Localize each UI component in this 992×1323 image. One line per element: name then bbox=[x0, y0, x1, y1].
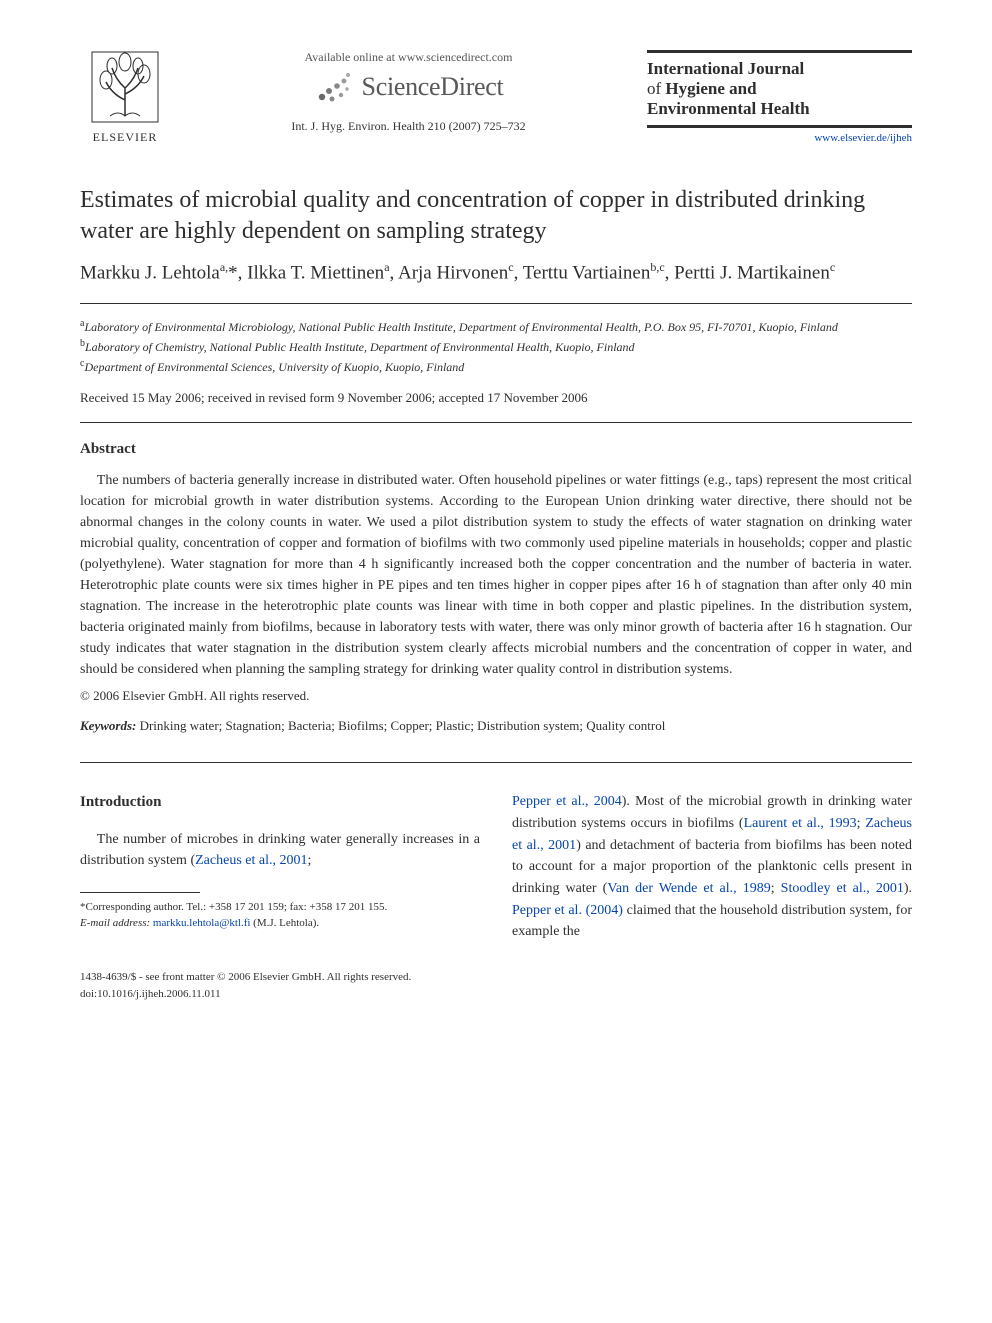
intro-para-right: Pepper et al., 2004). Most of the microb… bbox=[512, 791, 912, 943]
citation-link[interactable]: Pepper et al. (2004) bbox=[512, 903, 623, 918]
citation-link[interactable]: Stoodley et al., 2001 bbox=[781, 881, 904, 896]
doi-line: doi:10.1016/j.ijheh.2006.11.011 bbox=[80, 986, 912, 1003]
sciencedirect-name: ScienceDirect bbox=[362, 72, 504, 102]
corresponding-email-line: E-mail address: markku.lehtola@ktl.fi (M… bbox=[80, 915, 480, 932]
abstract-text: The numbers of bacteria generally increa… bbox=[80, 470, 912, 680]
corresponding-tel-fax: *Corresponding author. Tel.: +358 17 201… bbox=[80, 899, 480, 916]
footnote-separator bbox=[80, 892, 200, 893]
introduction-heading: Introduction bbox=[80, 791, 480, 814]
issn-line: 1438-4639/$ - see front matter © 2006 El… bbox=[80, 969, 912, 986]
affiliations-block: aLaboratory of Environmental Microbiolog… bbox=[80, 316, 912, 376]
keywords-label: Keywords: bbox=[80, 718, 136, 733]
citation-text: Int. J. Hyg. Environ. Health 210 (2007) … bbox=[182, 119, 635, 134]
corresponding-author-footnote: *Corresponding author. Tel.: +358 17 201… bbox=[80, 899, 480, 932]
rule-below-keywords bbox=[80, 762, 912, 763]
citation-link[interactable]: Van der Wende et al., 1989 bbox=[607, 881, 770, 896]
journal-url-link[interactable]: www.elsevier.de/ijheh bbox=[647, 132, 912, 144]
publisher-logo: ELSEVIER bbox=[80, 50, 170, 145]
article-dates: Received 15 May 2006; received in revise… bbox=[80, 390, 912, 406]
journal-line-3: Environmental Health bbox=[647, 99, 912, 128]
elsevier-tree-icon bbox=[90, 50, 160, 124]
sciencedirect-logo: ScienceDirect bbox=[182, 69, 635, 105]
sciencedirect-swirl-icon bbox=[314, 69, 354, 105]
journal-line-1: International Journal bbox=[647, 59, 912, 79]
email-link[interactable]: markku.lehtola@ktl.fi bbox=[153, 917, 251, 929]
page-header: ELSEVIER Available online at www.science… bbox=[80, 50, 912, 145]
footer-metadata: 1438-4639/$ - see front matter © 2006 El… bbox=[80, 969, 912, 1002]
citation-link[interactable]: Zacheus et al., 2001 bbox=[195, 853, 307, 868]
right-column: Pepper et al., 2004). Most of the microb… bbox=[512, 791, 912, 943]
journal-title-box: International Journal of Hygiene and Env… bbox=[647, 50, 912, 144]
keywords-text: Drinking water; Stagnation; Bacteria; Bi… bbox=[140, 718, 666, 733]
available-online-text: Available online at www.sciencedirect.co… bbox=[182, 50, 635, 65]
header-center: Available online at www.sciencedirect.co… bbox=[170, 50, 647, 134]
abstract-heading: Abstract bbox=[80, 441, 912, 458]
publisher-name: ELSEVIER bbox=[93, 130, 158, 145]
rule-above-abstract bbox=[80, 422, 912, 423]
journal-line-2: of Hygiene and bbox=[647, 79, 912, 99]
intro-para-left: The number of microbes in drinking water… bbox=[80, 829, 480, 872]
left-column: Introduction The number of microbes in d… bbox=[80, 791, 480, 943]
citation-link[interactable]: Laurent et al., 1993 bbox=[744, 816, 857, 831]
citation-link[interactable]: Pepper et al., 2004 bbox=[512, 794, 622, 809]
keywords-block: Keywords: Drinking water; Stagnation; Ba… bbox=[80, 718, 912, 734]
rule-above-affiliations bbox=[80, 303, 912, 304]
body-columns: Introduction The number of microbes in d… bbox=[80, 791, 912, 943]
author-list: Markku J. Lehtolaa,*, Ilkka T. Miettinen… bbox=[80, 259, 912, 287]
article-title: Estimates of microbial quality and conce… bbox=[80, 185, 912, 247]
copyright-line: © 2006 Elsevier GmbH. All rights reserve… bbox=[80, 688, 912, 704]
